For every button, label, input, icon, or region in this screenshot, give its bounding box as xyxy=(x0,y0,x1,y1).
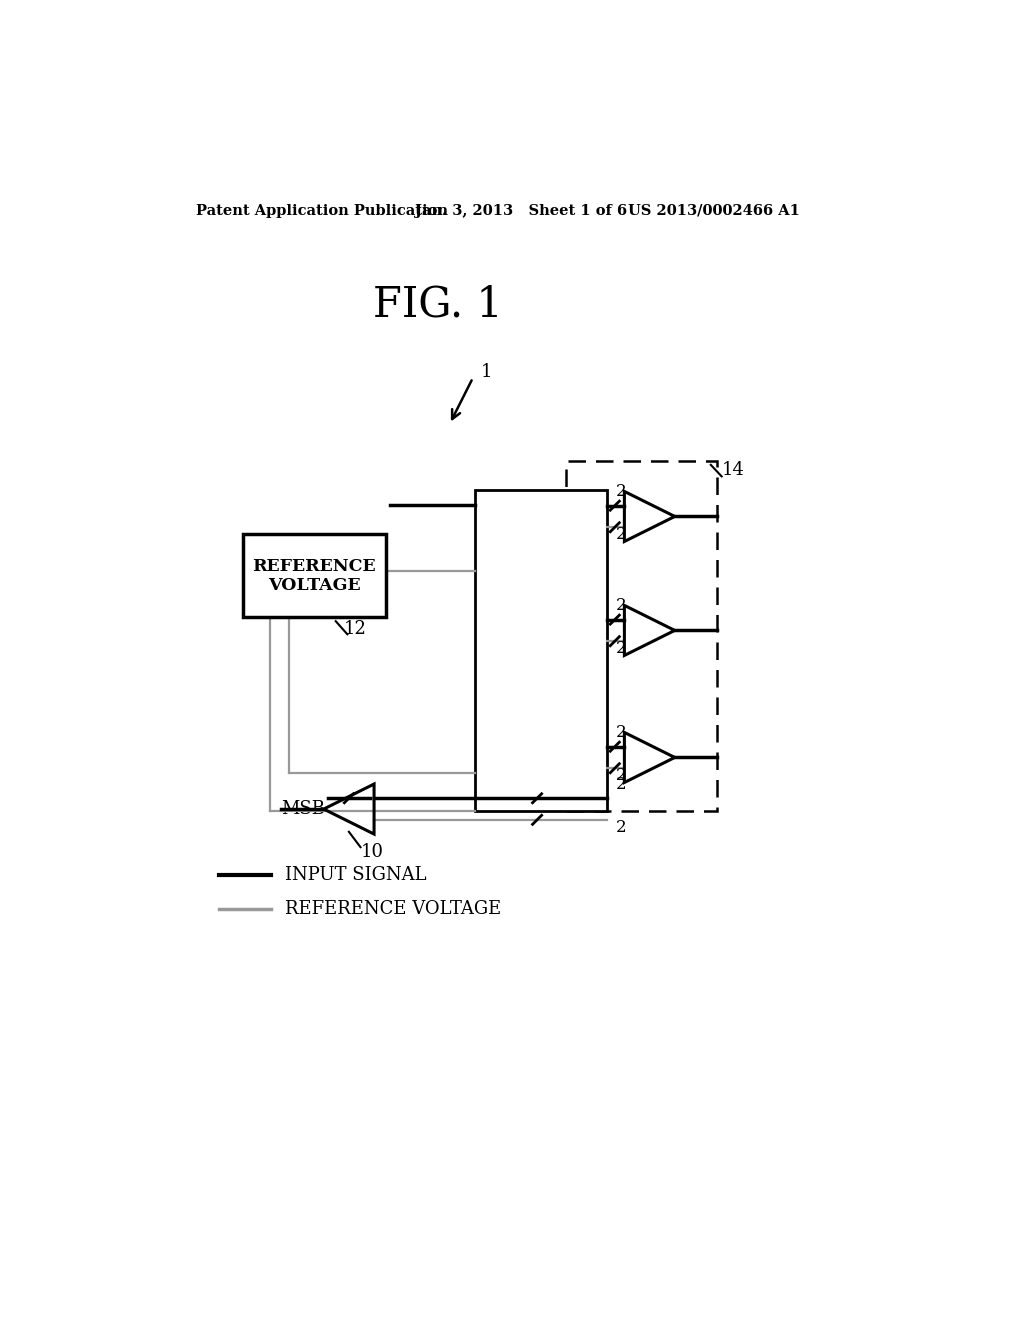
Text: Patent Application Publication: Patent Application Publication xyxy=(197,203,449,218)
Text: Jan. 3, 2013   Sheet 1 of 6: Jan. 3, 2013 Sheet 1 of 6 xyxy=(415,203,627,218)
Bar xyxy=(475,490,607,812)
Text: 2: 2 xyxy=(616,767,627,784)
Text: VOLTAGE: VOLTAGE xyxy=(268,577,360,594)
Text: FIG. 1: FIG. 1 xyxy=(373,284,503,326)
Text: 2: 2 xyxy=(616,818,627,836)
Bar xyxy=(566,461,717,812)
Text: INPUT SIGNAL: INPUT SIGNAL xyxy=(286,866,427,883)
Text: 14: 14 xyxy=(722,461,744,479)
Text: US 2013/0002466 A1: US 2013/0002466 A1 xyxy=(628,203,800,218)
Text: REFERENCE: REFERENCE xyxy=(253,558,376,576)
Text: 2: 2 xyxy=(616,776,627,793)
Text: MSB: MSB xyxy=(281,800,325,818)
Text: 2: 2 xyxy=(616,640,627,657)
Text: 2: 2 xyxy=(616,597,627,614)
Text: 10: 10 xyxy=(360,843,384,861)
Text: 2: 2 xyxy=(616,483,627,500)
Bar xyxy=(243,535,386,618)
Text: 12: 12 xyxy=(343,620,367,639)
Text: 1: 1 xyxy=(480,363,493,381)
Text: 2: 2 xyxy=(616,527,627,544)
Text: REFERENCE VOLTAGE: REFERENCE VOLTAGE xyxy=(286,900,502,919)
Text: 2: 2 xyxy=(616,725,627,742)
